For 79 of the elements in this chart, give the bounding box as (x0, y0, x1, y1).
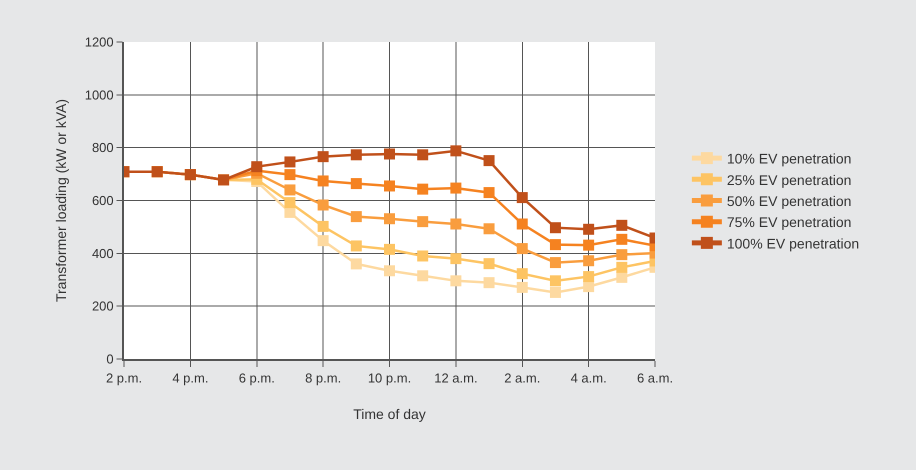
point (616, 234, 628, 245)
point (516, 268, 528, 280)
point (516, 218, 528, 230)
y-tick-label: 600 (92, 193, 114, 208)
point (417, 250, 428, 262)
point (284, 156, 296, 168)
point (616, 272, 628, 283)
point (450, 218, 462, 230)
y-axis-title: Transformer loading (kW or kVA) (52, 98, 69, 302)
point (583, 281, 594, 292)
x-tick-label: 4 a.m. (570, 370, 607, 386)
point (484, 277, 495, 288)
point (583, 240, 594, 251)
point (550, 286, 561, 298)
point (450, 145, 462, 156)
point (583, 271, 594, 282)
x-tick-label: 2 p.m. (106, 370, 142, 386)
y-tick-label: 1000 (84, 87, 114, 102)
point (484, 258, 495, 270)
point (350, 149, 362, 160)
point (616, 262, 628, 273)
point (284, 184, 296, 196)
point (284, 169, 296, 180)
point (284, 197, 296, 208)
x-tick-label: 2 a.m. (504, 370, 540, 386)
point (516, 243, 528, 254)
point (318, 151, 329, 162)
x-tick-label: 6 a.m. (636, 370, 674, 386)
x-tick-label: 6 p.m. (238, 370, 275, 386)
point (484, 187, 495, 198)
point (417, 216, 428, 228)
x-tick-label: 12 a.m. (434, 370, 478, 386)
x-tick-label: 8 p.m. (305, 370, 342, 386)
point (417, 149, 428, 160)
point (350, 240, 362, 252)
point (350, 178, 362, 190)
point (384, 148, 395, 160)
point (350, 211, 362, 222)
point (616, 220, 628, 231)
point (484, 155, 495, 166)
point (417, 270, 428, 282)
point (450, 275, 462, 286)
point (318, 220, 329, 232)
point (384, 180, 395, 192)
point (583, 255, 594, 266)
point (550, 222, 561, 234)
point (350, 258, 362, 270)
y-tick-label: 200 (92, 298, 114, 314)
point (384, 265, 395, 276)
point (550, 257, 561, 268)
y-tick-label: 0 (106, 352, 114, 367)
point (550, 275, 561, 286)
legend-label: 75% EV penetration (726, 214, 852, 230)
legend-label: 50% EV penetration (726, 192, 852, 209)
y-tick-label: 400 (92, 246, 114, 261)
point (616, 249, 628, 260)
point (384, 244, 395, 255)
y-tick-label: 800 (92, 140, 114, 156)
legend-label: 10% EV penetration (726, 150, 852, 167)
point (450, 182, 462, 194)
legend-label: 25% EV penetration (726, 172, 852, 188)
x-tick-label: 10 p.m. (368, 370, 412, 386)
y-tick-label: 1200 (84, 34, 114, 50)
point (516, 282, 528, 293)
point (516, 192, 528, 204)
point (450, 253, 462, 264)
x-axis-title: Time of day (353, 406, 426, 422)
point (384, 213, 395, 224)
point (583, 224, 594, 235)
point (550, 239, 561, 250)
point (318, 199, 329, 210)
point (417, 184, 428, 195)
x-tick-label: 4 p.m. (172, 370, 208, 386)
point (318, 235, 329, 246)
point (484, 223, 495, 234)
point (318, 175, 329, 186)
point (284, 206, 296, 218)
point (251, 161, 262, 172)
legend-label: 100% EV penetration (726, 235, 860, 252)
